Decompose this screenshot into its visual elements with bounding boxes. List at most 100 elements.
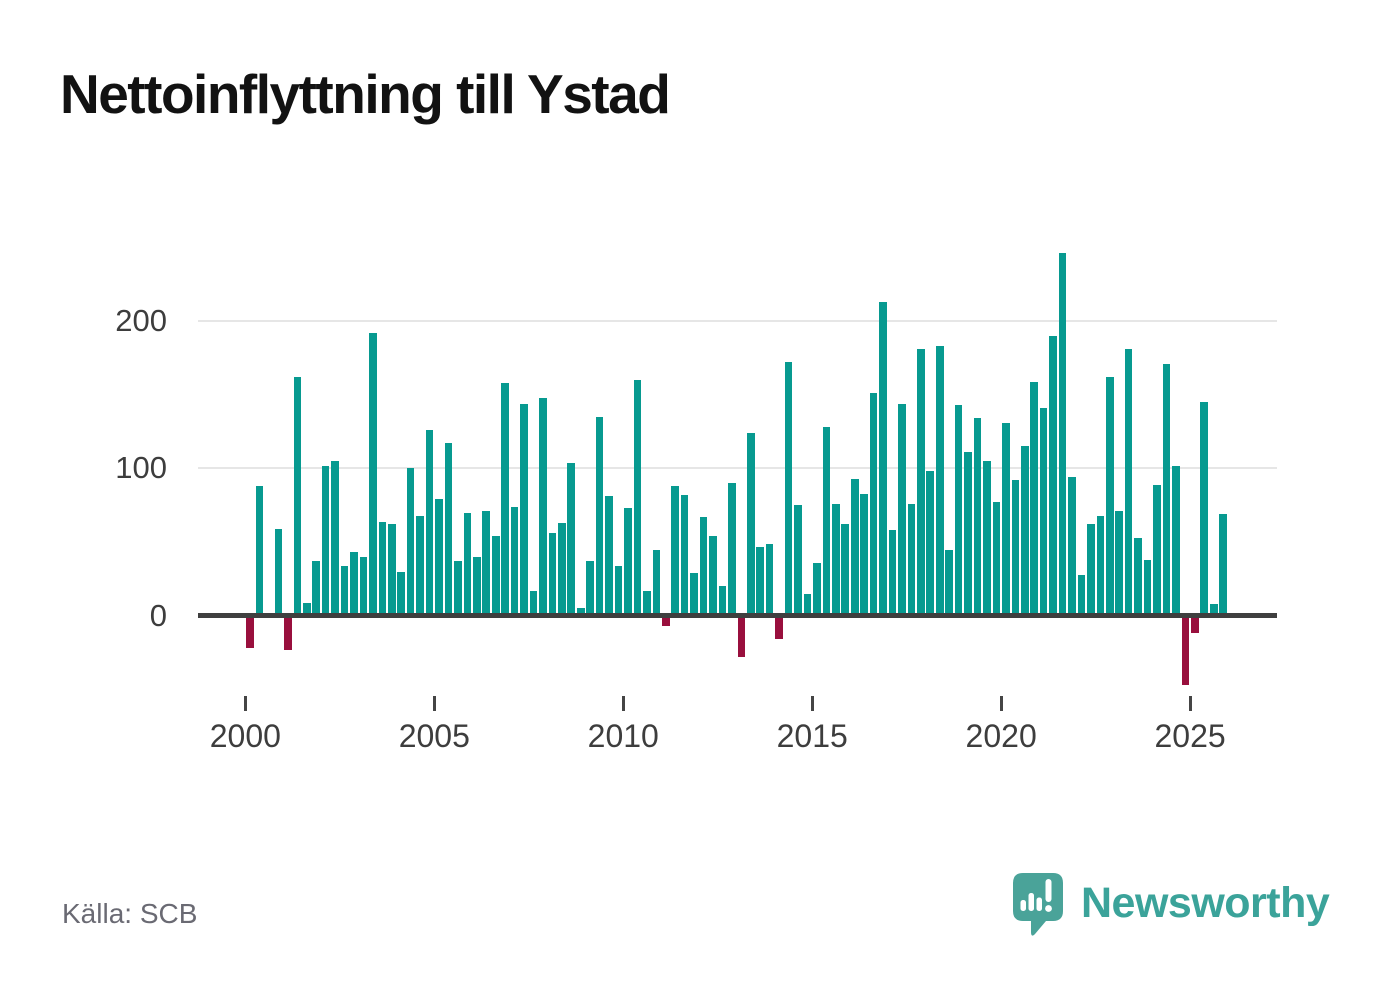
gridline-100 [198,467,1277,470]
bar-2020Q1 [1002,422,1010,616]
bar-2022Q2 [1087,524,1095,616]
bar-2013Q1 [737,615,746,658]
x-tick-2020 [999,696,1003,711]
bar-2006Q3 [491,536,500,616]
bar-2021Q1 [1039,408,1048,616]
bar-2011Q3 [680,495,689,616]
x-axis-label-2025: 2025 [1154,718,1226,754]
bar-2019Q1 [964,452,972,616]
bar-2012Q2 [709,536,717,616]
bar-2005Q2 [444,443,453,616]
gridline-200 [198,320,1277,323]
bar-2008Q2 [558,522,566,616]
bar-2011Q1 [661,615,670,627]
bar-2004Q4 [425,430,434,616]
bar-2009Q4 [614,565,623,616]
bar-2025Q2 [1200,402,1209,616]
bar-2001Q4 [312,561,320,616]
bar-2009Q1 [586,561,594,616]
bar-2024Q3 [1172,465,1180,616]
bar-2011Q2 [671,486,679,616]
bar-2018Q2 [935,346,944,616]
bar-2010Q3 [643,590,651,616]
bar-2006Q4 [501,383,509,616]
bar-2020Q2 [1011,480,1020,616]
brand-lockup: Newsworthy [1012,872,1330,942]
bar-2022Q3 [1096,515,1105,616]
bar-2021Q4 [1068,477,1076,616]
bar-2013Q4 [765,543,774,616]
bar-2000Q2 [255,486,264,616]
bar-2024Q2 [1162,363,1171,616]
x-axis-label-2020: 2020 [965,718,1037,754]
bar-2006Q2 [482,511,491,616]
bar-2017Q2 [898,403,906,616]
bar-2009Q3 [605,496,613,616]
bar-2023Q4 [1143,559,1152,616]
bar-2010Q2 [633,380,642,616]
bar-2016Q1 [850,478,859,616]
bar-2002Q4 [350,552,358,616]
bar-2015Q2 [822,427,831,616]
x-axis-label-2000: 2000 [209,718,281,754]
bar-2016Q4 [879,302,887,616]
bar-2001Q2 [293,377,302,616]
bar-2000Q4 [274,528,283,616]
bar-2025Q4 [1219,514,1227,616]
bar-2002Q1 [321,465,330,616]
bar-2016Q3 [869,393,878,616]
bar-2013Q2 [746,433,755,616]
bar-2007Q3 [529,590,538,616]
bar-2018Q1 [926,471,935,616]
bar-2009Q2 [595,416,604,616]
bar-2007Q4 [539,397,547,616]
x-tick-2015 [810,696,814,711]
bar-2001Q3 [302,602,311,616]
bar-2010Q1 [624,508,632,616]
bar-2020Q4 [1030,381,1038,616]
bar-2003Q1 [359,556,368,616]
bar-2006Q1 [473,556,481,616]
bar-2005Q4 [463,512,472,616]
bar-2022Q4 [1106,377,1114,616]
bar-2014Q3 [794,505,802,616]
bar-2014Q1 [775,615,783,640]
bar-2011Q4 [690,573,698,616]
bar-2015Q1 [813,562,821,616]
bar-2002Q2 [331,461,339,616]
y-axis-label-100: 100 [115,450,167,486]
bar-2001Q1 [284,615,292,650]
bar-2024Q4 [1181,615,1190,686]
x-tick-2010 [621,696,625,711]
x-tick-2005 [432,696,436,711]
bar-2005Q3 [454,561,462,616]
bar-2010Q4 [652,549,661,616]
bar-2017Q4 [917,349,925,616]
bar-2019Q2 [973,418,982,616]
bar-2023Q1 [1115,511,1124,616]
x-axis-line [198,613,1277,619]
bar-2023Q2 [1124,349,1133,616]
bar-2005Q1 [435,499,443,616]
bar-2017Q3 [907,503,916,616]
bar-2007Q1 [510,506,519,616]
bar-2024Q1 [1153,484,1161,616]
x-axis-label-2015: 2015 [776,718,848,754]
x-tick-2000 [243,696,247,711]
bar-2003Q2 [369,332,377,616]
source-label: Källa: SCB [62,898,198,929]
bar-2003Q4 [387,524,396,616]
newsworthy-logo-icon [1013,873,1063,936]
bar-2008Q3 [567,462,576,616]
bar-2023Q3 [1134,537,1142,616]
brand-name: Newsworthy [1081,879,1330,927]
bar-2015Q4 [841,524,850,616]
bar-2019Q4 [992,502,1001,616]
bar-2004Q1 [397,571,406,616]
bar-2013Q3 [756,546,765,616]
bar-2012Q1 [699,517,708,616]
bar-2012Q4 [728,483,736,616]
bar-2021Q3 [1058,253,1067,616]
chart-title: Nettoinflyttning till Ystad [60,63,671,125]
